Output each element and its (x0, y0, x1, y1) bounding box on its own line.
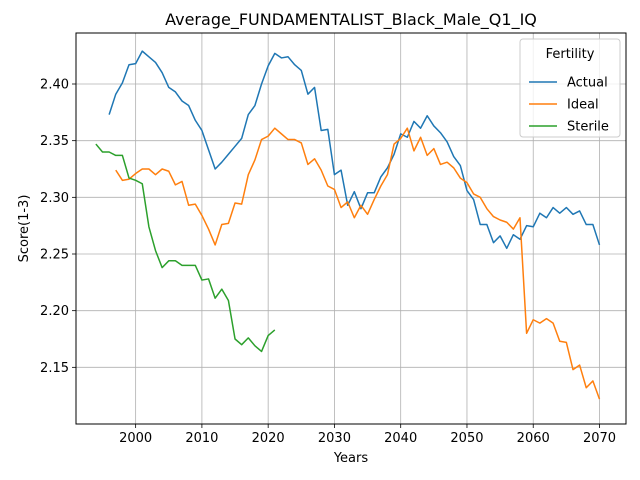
legend: Fertility Actual Ideal Sterile (519, 38, 621, 138)
chart-title: Average_FUNDAMENTALIST_Black_Male_Q1_IQ (165, 10, 537, 30)
y-tick-label: 2.30 (40, 191, 69, 206)
legend-title: Fertility (546, 47, 595, 62)
legend-label-actual: Actual (567, 76, 608, 91)
legend-label-sterile: Sterile (567, 120, 609, 135)
legend-items: Actual Ideal Sterile (529, 76, 609, 135)
series-line-actual (108, 50, 601, 250)
x-tick-label: 2050 (450, 431, 483, 446)
x-tick-label: 2020 (252, 431, 285, 446)
x-tick-label: 2010 (185, 431, 218, 446)
x-tick-label: 2060 (517, 431, 550, 446)
legend-box (519, 38, 621, 138)
x-tick-label: 2000 (119, 431, 152, 446)
x-tick-label: 2040 (384, 431, 417, 446)
y-tick-label: 2.15 (40, 361, 69, 376)
y-tick-label: 2.35 (40, 134, 69, 149)
plot-frame (75, 32, 627, 425)
x-tick-label: 2030 (318, 431, 351, 446)
y-tick-label: 2.25 (40, 248, 69, 263)
series-line-sterile (95, 143, 276, 353)
y-tick-label: 2.20 (40, 304, 69, 319)
x-tick-label: 2070 (583, 431, 616, 446)
series-line-ideal (115, 127, 601, 400)
series-lines (95, 50, 601, 400)
y-axis: 2.15 2.20 2.25 2.30 2.35 2.40 (40, 78, 76, 376)
legend-label-ideal: Ideal (567, 98, 599, 113)
x-axis-label: Years (333, 451, 369, 466)
x-axis: 2000 2010 2020 2030 2040 2050 2060 2070 (119, 424, 616, 446)
y-axis-label: Score(1-3) (17, 195, 32, 263)
y-tick-label: 2.40 (40, 78, 69, 93)
